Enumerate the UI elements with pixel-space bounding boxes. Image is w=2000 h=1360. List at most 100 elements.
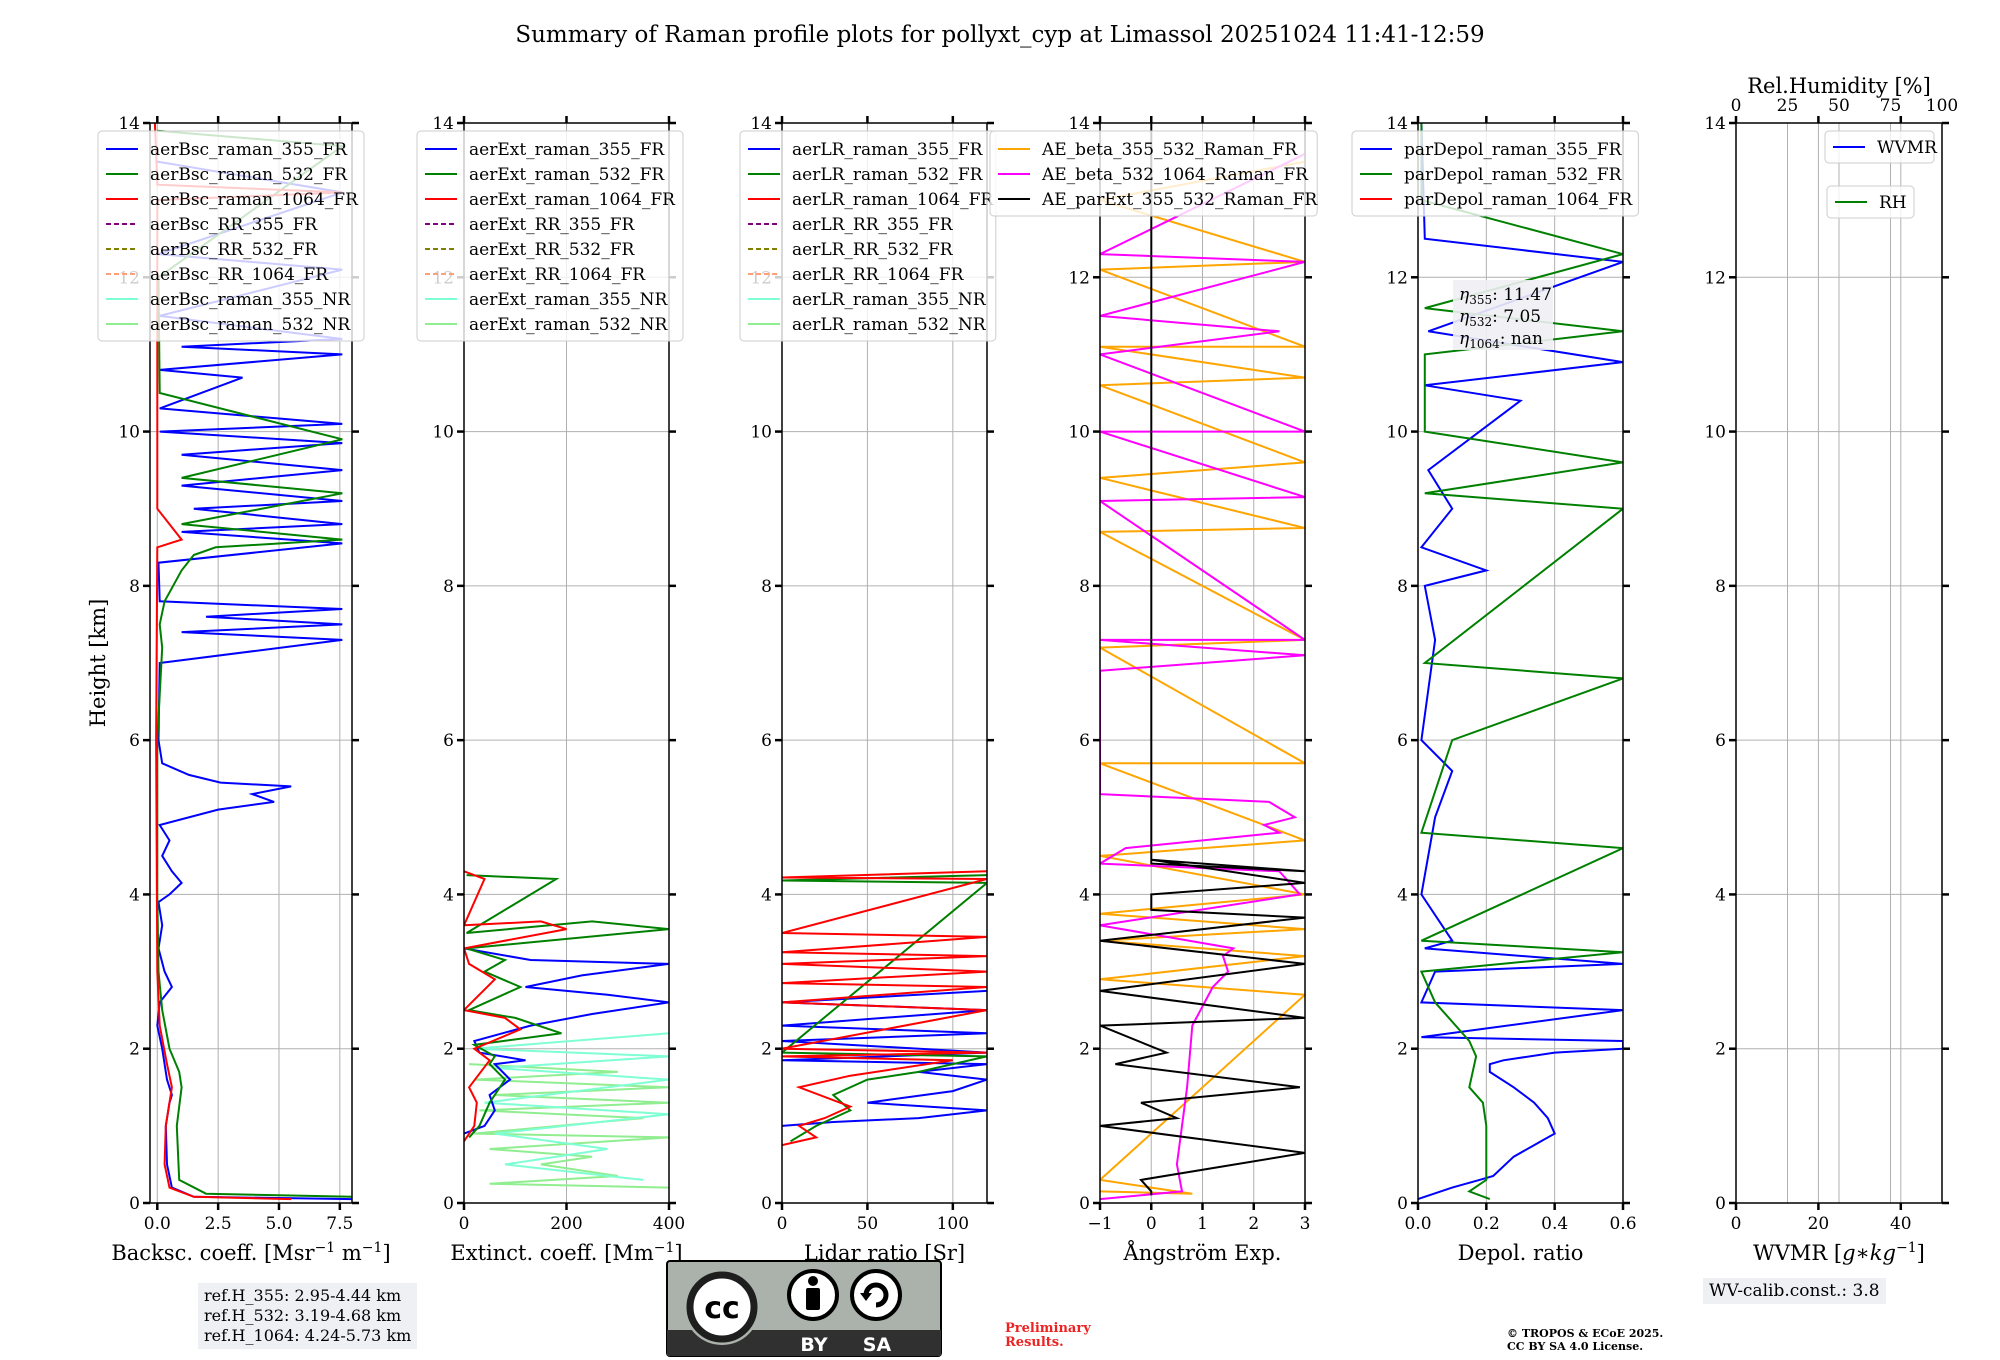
top-x-tick-label: 100 — [1926, 96, 1958, 116]
y-tick-label: 8 — [1715, 577, 1726, 597]
x-tick-label: 100 — [937, 1214, 969, 1234]
top-x-axis-label: Rel.Humidity [%] — [1747, 74, 1931, 98]
legend-label: aerExt_raman_1064_FR — [469, 190, 676, 210]
y-tick-label: 14 — [1068, 114, 1090, 134]
preliminary-notice: Preliminary Results. — [1005, 1322, 1091, 1350]
series-line-aerBsc_raman_532_FR — [156, 129, 352, 1198]
by-label: BY — [800, 1334, 827, 1356]
legend-label: aerExt_RR_1064_FR — [469, 265, 646, 285]
y-tick-label: 6 — [761, 731, 772, 751]
y-tick-label: 0 — [1079, 1194, 1090, 1214]
top-x-tick-label: 0 — [1731, 96, 1742, 116]
legend-label: aerBsc_raman_1064_FR — [150, 190, 359, 210]
legend-label: aerLR_raman_532_NR — [792, 315, 987, 335]
y-tick-label: 2 — [761, 1040, 772, 1060]
series-line-aerLR_raman_532_FR — [782, 874, 987, 1143]
y-tick-label: 8 — [1079, 577, 1090, 597]
copyright-line-2: CC BY SA 4.0 License. — [1507, 1340, 1644, 1353]
legend-label: RH — [1879, 193, 1907, 213]
x-tick-label: 2 — [1248, 1214, 1259, 1234]
y-tick-label: 8 — [443, 577, 454, 597]
legend-label: aerLR_raman_532_FR — [792, 165, 984, 185]
x-tick-label: 0.6 — [1609, 1214, 1636, 1234]
x-tick-label: 200 — [550, 1214, 582, 1234]
legend-box — [1824, 130, 1935, 164]
y-tick-label: 6 — [1397, 731, 1408, 751]
y-tick-label: 14 — [432, 114, 454, 134]
x-tick-label: 0 — [1731, 1214, 1742, 1234]
y-tick-label: 2 — [443, 1040, 454, 1060]
y-tick-label: 0 — [443, 1194, 454, 1214]
legend-label: aerBsc_RR_1064_FR — [150, 265, 329, 285]
legend-label: aerLR_RR_1064_FR — [792, 265, 965, 285]
legend-box — [989, 130, 1318, 217]
axes-frame — [1417, 122, 1624, 1204]
x-axis-label: WVMR [g∗kg−1] — [1753, 1240, 1925, 1265]
y-tick-label: 10 — [1386, 423, 1408, 443]
legend-label: aerExt_raman_355_FR — [469, 140, 665, 160]
panel-depol: 0 2 4 6 8 10 12 14 0.0 0.2 0.4 0.6 Depol. ratio parDe… — [1351, 114, 1639, 1265]
y-tick-label: 4 — [129, 885, 140, 905]
eta-annotation-1064: η1064: nan — [1459, 329, 1543, 351]
ref-height-532: ref.H_532: 3.19-4.68 km — [204, 1306, 402, 1325]
figure-title: Summary of Raman profile plots for polly… — [515, 22, 1485, 48]
legend-label: aerExt_RR_355_FR — [469, 215, 635, 235]
axes-frame — [1735, 122, 1943, 1204]
legend-box — [416, 130, 684, 342]
cc-by-sa-badge: cc BY SA — [666, 1260, 942, 1357]
x-tick-label: 20 — [1808, 1214, 1830, 1234]
panel-extinction: 024681012140200400aerExt_raman_355_FRaer… — [416, 114, 685, 1234]
y-tick-label: 0 — [1397, 1194, 1408, 1214]
x-tick-label: −1 — [1087, 1214, 1112, 1234]
legend-box — [1351, 130, 1639, 217]
legend-label: aerLR_raman_1064_FR — [792, 190, 994, 210]
y-tick-label: 14 — [750, 114, 772, 134]
y-tick-label: 6 — [129, 731, 140, 751]
legend-label: aerExt_RR_532_FR — [469, 240, 635, 260]
y-tick-label: 10 — [750, 423, 772, 443]
eta-annotation-532: η532: 7.05 — [1459, 307, 1541, 329]
x-tick-label: 0.0 — [1404, 1214, 1431, 1234]
series-line-aerExt_raman_355_NR — [474, 1032, 669, 1181]
x-tick-label: 0 — [459, 1214, 470, 1234]
x-tick-label: 0 — [1146, 1214, 1157, 1234]
legend-label: aerBsc_raman_532_FR — [150, 165, 348, 185]
y-tick-label: 2 — [1715, 1040, 1726, 1060]
y-tick-label: 10 — [432, 423, 454, 443]
y-tick-label: 10 — [1068, 423, 1090, 443]
legend-label: aerBsc_raman_532_NR — [150, 315, 351, 335]
x-tick-label: 0.2 — [1473, 1214, 1500, 1234]
legend-label: AE_beta_355_532_Raman_FR — [1041, 140, 1298, 160]
y-tick-label: 12 — [1704, 268, 1726, 288]
series-line-aerExt_raman_1064_FR — [464, 870, 567, 1142]
legend-label: aerExt_raman_532_FR — [469, 165, 665, 185]
y-tick-label: 4 — [1397, 885, 1408, 905]
y-tick-label: 2 — [1397, 1040, 1408, 1060]
reference-heights-box: ref.H_355: 2.95-4.44 km ref.H_532: 3.19-… — [198, 1283, 418, 1349]
y-tick-label: 6 — [443, 731, 454, 751]
x-tick-label: 0.4 — [1541, 1214, 1568, 1234]
legend-label: aerLR_raman_355_NR — [792, 290, 987, 310]
legend-label: aerLR_RR_355_FR — [792, 215, 954, 235]
top-x-tick-label: 50 — [1828, 96, 1850, 116]
legend-label: aerBsc_RR_532_FR — [150, 240, 318, 260]
legend-label: aerLR_RR_532_FR — [792, 240, 954, 260]
series-line-aerLR_raman_355_FR — [782, 989, 987, 1127]
y-tick-label: 2 — [1079, 1040, 1090, 1060]
y-tick-label: 14 — [1704, 114, 1726, 134]
series-line-parDepol_raman_355_FR — [1418, 123, 1623, 1201]
y-tick-label: 6 — [1079, 731, 1090, 751]
y-tick-label: 4 — [1079, 885, 1090, 905]
x-axis-label: Extinct. coeff. [Mm−1] — [450, 1240, 682, 1265]
x-tick-label: 2.5 — [205, 1214, 232, 1234]
ref-height-1064: ref.H_1064: 4.24-5.73 km — [204, 1326, 412, 1345]
y-tick-label: 10 — [1704, 423, 1726, 443]
copyright-line-1: © TROPOS & ECoE 2025. — [1507, 1327, 1664, 1340]
preliminary-line-1: Preliminary — [1005, 1321, 1091, 1336]
ref-height-355: ref.H_355: 2.95-4.44 km — [204, 1286, 402, 1305]
x-tick-label: 7.5 — [326, 1214, 353, 1234]
y-tick-label: 14 — [118, 114, 140, 134]
y-tick-label: 8 — [1397, 577, 1408, 597]
x-axis-label: Depol. ratio — [1458, 1241, 1584, 1265]
legend-label: AE_parExt_355_532_Raman_FR — [1041, 190, 1318, 210]
